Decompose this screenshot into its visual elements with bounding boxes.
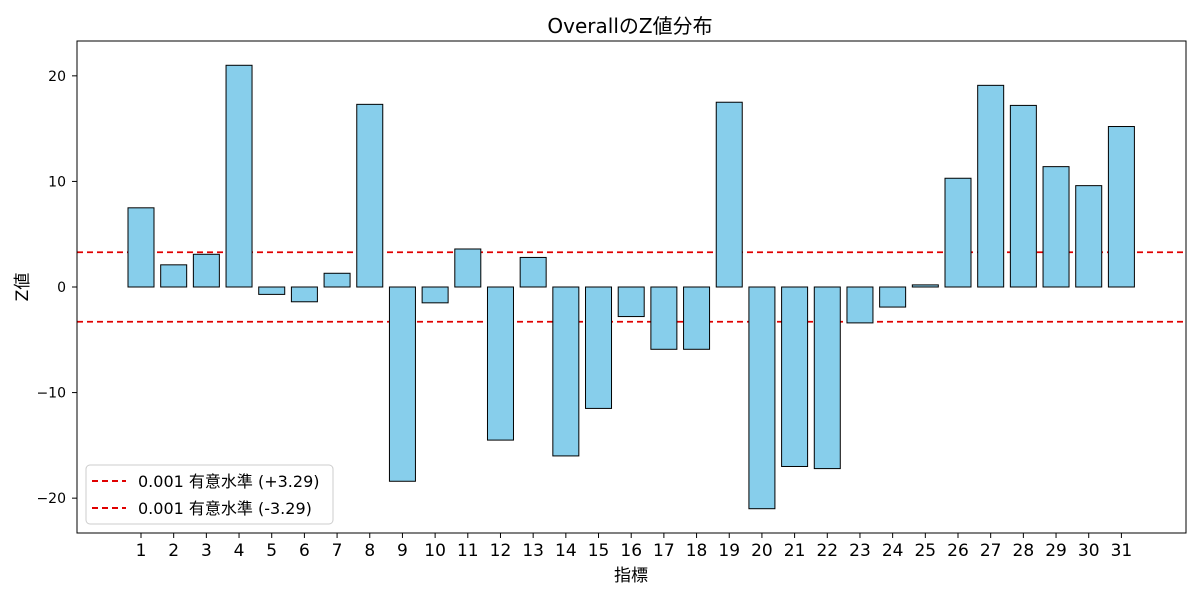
x-tick-label: 16 [620, 541, 642, 561]
bar-9 [388, 286, 416, 482]
x-tick-label: 28 [1013, 541, 1035, 561]
x-tick-label: 23 [849, 541, 871, 561]
bar-16 [617, 286, 645, 318]
legend-box [85, 464, 334, 525]
x-axis: 1 2 3 4 5 6 7 8 9 10 11 12 13 14 15 16 17 18 19 20 21 22 23 24 2… [136, 533, 1133, 561]
bar-28 [1009, 104, 1037, 288]
bar-25 [911, 284, 939, 288]
x-tick-label: 13 [522, 541, 544, 561]
legend-label-lower: 0.001 有意水準 (-3.29) [138, 499, 312, 518]
bar-3 [192, 253, 220, 288]
x-tick-label: 31 [1111, 541, 1133, 561]
bar-8 [356, 103, 384, 288]
bar-30 [1075, 185, 1103, 288]
y-tick-label: −20 [36, 491, 66, 507]
bars [127, 64, 1135, 510]
x-tick-label: 27 [980, 541, 1002, 561]
bar-18 [683, 286, 711, 350]
bar-11 [454, 248, 482, 288]
x-tick-label: 24 [882, 541, 904, 561]
x-tick-label: 4 [234, 541, 245, 561]
bar-20 [748, 286, 776, 510]
x-tick-label: 26 [947, 541, 969, 561]
x-tick-label: 25 [914, 541, 936, 561]
bar-21 [781, 286, 809, 467]
x-tick-label: 5 [266, 541, 277, 561]
y-tick-label: 10 [48, 174, 66, 190]
x-tick-label: 21 [784, 541, 806, 561]
bar-15 [585, 286, 613, 409]
y-axis-label: Z値 [13, 273, 33, 302]
y-tick-label: −10 [36, 386, 66, 402]
chart-title: OverallのZ値分布 [547, 14, 712, 38]
bar-26 [944, 177, 972, 288]
bar-24 [879, 286, 907, 308]
bar-23 [846, 286, 874, 324]
x-tick-label: 7 [332, 541, 343, 561]
x-tick-label: 1 [136, 541, 147, 561]
x-tick-label: 2 [168, 541, 179, 561]
x-tick-label: 6 [299, 541, 310, 561]
bar-22 [813, 286, 841, 470]
x-tick-label: 29 [1045, 541, 1067, 561]
bar-14 [552, 286, 580, 457]
bar-5 [258, 286, 286, 295]
bar-12 [486, 286, 514, 441]
bar-13 [519, 256, 547, 288]
legend-label-upper: 0.001 有意水準 (+3.29) [138, 472, 320, 491]
x-tick-label: 3 [201, 541, 212, 561]
x-tick-label: 14 [555, 541, 577, 561]
x-tick-label: 17 [653, 541, 675, 561]
bar-6 [290, 286, 318, 303]
x-tick-label: 30 [1078, 541, 1100, 561]
bar-31 [1107, 126, 1135, 288]
bar-17 [650, 286, 678, 350]
y-axis: 20 10 0 −10 −20 [36, 69, 77, 507]
x-tick-label: 12 [490, 541, 512, 561]
y-tick-label: 20 [48, 69, 66, 85]
x-tick-label: 15 [588, 541, 610, 561]
bar-4 [225, 64, 253, 288]
x-tick-label: 8 [364, 541, 375, 561]
x-tick-label: 9 [397, 541, 408, 561]
bar-10 [421, 286, 449, 304]
x-tick-label: 10 [424, 541, 446, 561]
bar-29 [1042, 166, 1070, 288]
bar-27 [977, 84, 1005, 288]
x-tick-label: 22 [816, 541, 838, 561]
bar-2 [160, 264, 188, 288]
legend: 0.001 有意水準 (+3.29) 0.001 有意水準 (-3.29) [85, 464, 334, 525]
bar-19 [715, 101, 743, 288]
x-tick-label: 11 [457, 541, 479, 561]
x-tick-label: 20 [751, 541, 773, 561]
bar-1 [127, 207, 155, 288]
y-tick-label: 0 [57, 280, 66, 296]
bar-7 [323, 272, 351, 288]
x-tick-label: 19 [718, 541, 740, 561]
x-axis-label: 指標 [614, 566, 648, 586]
x-tick-label: 18 [686, 541, 708, 561]
